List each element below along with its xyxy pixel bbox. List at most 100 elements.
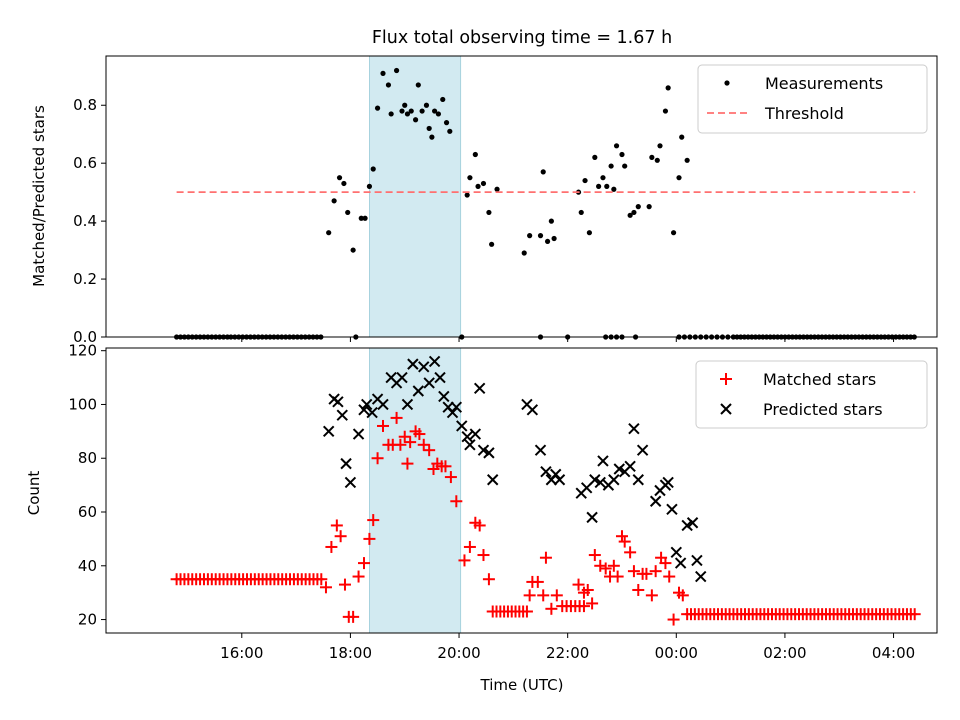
matched-point [627,565,640,578]
predicted-point [686,517,699,529]
measurement-point [358,215,364,221]
matched-point [659,557,672,570]
predicted-point [681,519,693,532]
y-tick-label: 20 [78,611,97,629]
measurement-point [679,134,685,140]
matched-point [539,551,552,564]
matched-point [531,575,544,588]
matched-point [377,419,389,432]
matched-point [667,613,680,626]
bottom-legend-box [695,360,928,429]
y-tick-label: 0.8 [73,96,97,114]
predicted-point [332,396,344,408]
predicted-point [401,398,414,411]
matched-point [632,583,645,596]
top-y-ticks: 0.0 0.2 0.4 0.6 0.8 [73,96,106,346]
predicted-point [691,554,703,567]
measurement-point [551,235,557,242]
predicted-point [423,377,435,389]
measurement-point [399,108,405,114]
y-tick-label: 0.6 [73,154,97,172]
measurement-point [475,183,481,189]
matched-point [663,570,676,583]
matched-stars-points [319,411,689,626]
predicted-point [434,371,446,384]
legend-threshold-label: Threshold [764,104,844,123]
predicted-point [352,428,365,440]
measurement-point [464,192,470,198]
measurement-point [408,108,414,114]
matched-point [523,589,536,602]
measurement-point [521,250,527,256]
legend-measurements-marker [724,80,730,86]
predicted-point [670,546,683,559]
matched-point [463,540,476,553]
matched-point [347,610,360,623]
matched-point [545,602,558,615]
matched-point [404,436,417,449]
measurement-point [393,67,400,74]
matched-point [458,554,471,567]
predicted-point [450,401,463,413]
measurement-point [684,157,690,163]
measurement-point [336,175,343,181]
matched-point [615,530,628,543]
top-y-axis-label: Matched/Predicted stars [30,105,48,287]
measurement-point [412,117,419,123]
measurement-point [350,247,356,253]
predicted-point [396,371,408,384]
y-tick-label: 0.0 [73,328,97,346]
measurement-point [670,230,677,236]
measurement-point [388,111,394,117]
predicted-point [358,404,370,416]
predicted-point [418,361,430,373]
predicted-point [469,428,482,440]
y-tick-label: 120 [68,342,97,360]
measurement-point [426,125,432,132]
predicted-point [377,398,389,411]
matched-point [325,540,338,553]
matched-point [594,559,607,572]
measurement-point [385,82,392,88]
measurement-point [600,175,606,181]
legend-predicted-label: Predicted stars [763,400,883,419]
matched-point [413,428,426,441]
measurement-point [654,157,660,163]
matched-point [315,573,328,586]
matched-point [398,430,411,443]
predicted-point [473,382,486,395]
bottom-axes-frame [105,347,938,634]
y-tick-label: 80 [78,449,97,467]
legend-predicted-marker [720,403,732,415]
top-axes-frame [105,55,938,338]
matched-point [371,452,384,465]
measurement-point [540,169,546,175]
matched-point [618,535,631,548]
predicted-point [336,409,348,421]
matched-point [390,411,403,424]
predicted-point [344,476,357,489]
matched-point [607,559,620,572]
measurement-point [622,163,628,169]
predicted-point [526,404,539,416]
matched-point [473,519,486,532]
matched-point [394,438,407,451]
matched-point [477,549,490,562]
measurement-point [527,233,533,239]
measurement-point [489,241,495,247]
matched-point [520,605,533,618]
matched-point [330,519,343,532]
matched-point [363,532,376,545]
measurement-point [494,186,500,192]
measurement-point [467,175,473,181]
y-tick-label: 60 [78,503,97,521]
bottom-legend: Matched stars Predicted stars [695,360,928,429]
matched-point [444,471,457,484]
measurement-point [472,151,478,158]
measurement-point [429,134,435,140]
measurement-point [362,215,368,221]
legend-matched-marker [720,373,732,385]
predicted-point [360,398,373,411]
predicted-point [636,444,649,456]
matched-point [482,573,495,586]
